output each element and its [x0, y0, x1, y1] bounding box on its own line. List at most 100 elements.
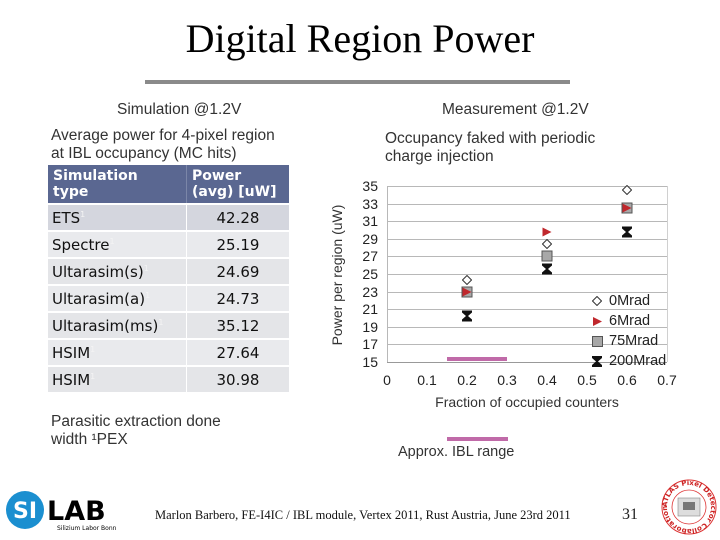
x-axis-line — [387, 362, 667, 363]
gridline — [387, 274, 667, 275]
y-tick: 17 — [362, 336, 378, 353]
footer-citation: Marlon Barbero, FE-I4IC / IBL module, Ve… — [155, 508, 571, 522]
header-text: type — [53, 184, 89, 200]
svg-text:Silizium Labor Bonn: Silizium Labor Bonn — [57, 525, 117, 532]
type-text: Ultarasim(ms) — [52, 316, 159, 335]
table-row: HSIM1 30.98 — [48, 365, 289, 392]
ibl-range-label: Approx. IBL range — [398, 444, 515, 460]
header-power: Power (avg) [uW] — [186, 165, 289, 204]
cell-power: 24.73 — [186, 284, 289, 312]
simulation-description: Average power for 4-pixel region at IBL … — [51, 127, 275, 163]
marker-200mrad — [622, 226, 632, 238]
table-row: Ultarasim(a)1 24.73 — [48, 284, 289, 312]
header-simulation-type: Simulation type — [48, 165, 187, 204]
gridline — [387, 203, 667, 205]
measurement-heading: Measurement @1.2V — [442, 101, 589, 118]
cell-power: 35.12 — [186, 311, 289, 339]
footnote-marker: 1 — [90, 344, 96, 354]
cell-power: 30.98 — [186, 365, 289, 392]
cell-type: ETS1 — [48, 203, 187, 231]
marker-0mrad — [462, 275, 472, 285]
ibl-range-legend-swatch — [447, 437, 508, 441]
table-row: HSIM1 27.64 — [48, 338, 289, 366]
pex-note-line1: Parasitic extraction done — [51, 413, 221, 430]
footnote-marker: 1 — [158, 317, 164, 327]
gridline — [387, 326, 667, 328]
gridline — [387, 309, 667, 311]
y-tick: 27 — [362, 248, 378, 265]
table-row: Spectre1 25.19 — [48, 230, 289, 258]
footnote-marker: 1 — [145, 290, 151, 300]
marker-0mrad — [542, 239, 552, 249]
gridline — [387, 291, 667, 293]
simulation-description-line1: Average power for 4-pixel region — [51, 127, 275, 144]
y-tick: 21 — [362, 301, 378, 318]
right-border — [667, 186, 668, 362]
x-tick: 0.6 — [617, 372, 637, 388]
cell-type: Ultarasim(ms)1 — [48, 311, 187, 339]
marker-0mrad — [622, 185, 632, 195]
marker-6mrad — [462, 287, 472, 297]
y-tick: 35 — [362, 178, 378, 194]
cell-power: 42.28 — [186, 203, 289, 231]
measurement-description-line2: charge injection — [385, 148, 494, 165]
type-text: Ultarasim(s) — [52, 262, 144, 281]
legend-item-0mrad: 0Mrad — [590, 291, 666, 311]
pex-note-line2: width ¹PEX — [51, 431, 128, 448]
hourglass-icon — [590, 355, 604, 367]
page-number: 31 — [622, 506, 638, 523]
square-icon — [590, 335, 604, 347]
legend-item-6mrad: 6Mrad — [590, 311, 666, 331]
pex-note: Parasitic extraction done width ¹PEX — [51, 413, 221, 449]
simulation-table: Simulation type Power (avg) [uW] ETS1 42… — [48, 165, 289, 392]
simulation-description-line2: at IBL occupancy (MC hits) — [51, 145, 237, 162]
atlas-pixel-logo: ATLAS Pixel Detector Collaboration — [661, 479, 717, 535]
x-tick: 0.2 — [457, 372, 477, 388]
cell-type: Ultarasim(s)1 — [48, 257, 187, 285]
cell-power: 27.64 — [186, 338, 289, 366]
type-text: ETS — [52, 208, 81, 227]
y-tick: 19 — [362, 318, 378, 335]
gridline — [387, 238, 667, 240]
y-tick: 25 — [362, 266, 378, 282]
cell-type: HSIM1 — [48, 365, 187, 392]
footnote-marker: 1 — [90, 371, 96, 381]
y-axis-line — [387, 186, 388, 362]
ibl-range-bar — [447, 357, 507, 361]
legend-item-200mrad: 200Mrad — [590, 351, 666, 371]
x-tick: 0.5 — [577, 372, 597, 388]
gridline — [387, 221, 667, 223]
footnote-marker: 1 — [109, 236, 115, 246]
svg-text:SI: SI — [13, 499, 37, 524]
table-header-row: Simulation type Power (avg) [uW] — [48, 165, 289, 204]
triangle-right-icon — [590, 316, 604, 327]
gridline — [387, 344, 667, 346]
cell-power: 24.69 — [186, 257, 289, 285]
cell-power: 25.19 — [186, 230, 289, 258]
footnote-marker: 1 — [143, 263, 149, 273]
gridline — [387, 256, 667, 258]
cell-type: Spectre1 — [48, 230, 187, 258]
y-tick: 29 — [362, 230, 378, 247]
measurement-description-line1: Occupancy faked with periodic — [385, 130, 596, 147]
type-text: HSIM — [52, 343, 91, 362]
type-text: Ultarasim(a) — [52, 289, 146, 308]
y-tick: 31 — [362, 213, 378, 230]
x-tick: 0.7 — [657, 372, 677, 388]
legend-item-75mrad: 75Mrad — [590, 331, 666, 351]
type-text: HSIM — [52, 370, 91, 389]
title-underline — [145, 80, 570, 84]
legend-label: 6Mrad — [609, 313, 651, 329]
x-tick: 0.4 — [537, 372, 557, 388]
marker-6mrad — [622, 203, 632, 213]
marker-200mrad — [462, 310, 472, 322]
type-text: Spectre — [52, 235, 110, 254]
slide-title: Digital Region Power — [185, 16, 535, 61]
table-row: Ultarasim(s)1 24.69 — [48, 257, 289, 285]
cell-type: Ultarasim(a)1 — [48, 284, 187, 312]
simulation-heading: Simulation @1.2V — [117, 101, 242, 118]
x-tick: 0.1 — [417, 372, 437, 388]
x-tick: 0.3 — [497, 372, 517, 388]
measurement-description: Occupancy faked with periodic charge inj… — [385, 130, 595, 166]
y-tick: 23 — [362, 283, 378, 300]
